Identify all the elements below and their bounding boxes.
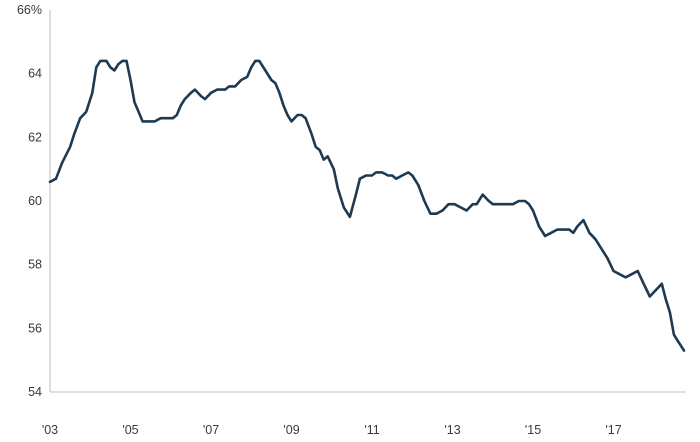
x-tick-label: '09 (283, 423, 299, 437)
x-tick-label: '17 (605, 423, 621, 437)
series-line (48, 59, 686, 352)
x-tick-label: '03 (42, 423, 58, 437)
y-tick-label: 56 (28, 321, 42, 335)
x-tick-label: '13 (444, 423, 460, 437)
y-tick-label: 60 (28, 194, 42, 208)
y-tick-label: 58 (28, 258, 42, 272)
series-layer (48, 59, 686, 352)
x-axis: '03 '05 '07 '09 '11 '13 '15 '17 (42, 391, 686, 437)
y-tick-label: 54 (28, 385, 42, 399)
y-axis: 54 56 58 60 62 64 66% (17, 3, 51, 399)
x-tick-label: '07 (203, 423, 219, 437)
x-tick-label: '11 (364, 423, 379, 437)
x-tick-label: '15 (525, 423, 541, 437)
y-tick-label: 66% (17, 3, 42, 17)
y-tick-label: 64 (28, 67, 42, 81)
x-tick-label: '05 (122, 423, 138, 437)
y-tick-label: 62 (28, 130, 42, 144)
